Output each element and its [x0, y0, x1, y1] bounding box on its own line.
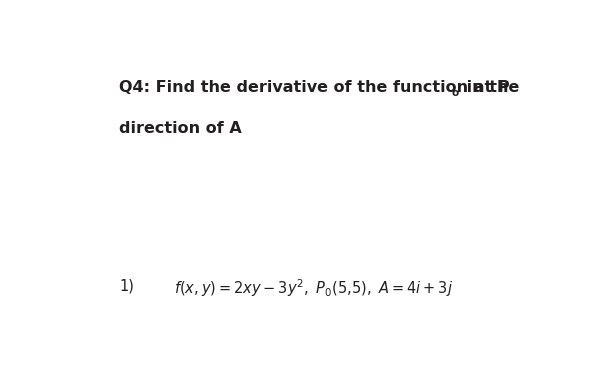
- Text: Q4: Find the derivative of the function at P: Q4: Find the derivative of the function …: [119, 80, 510, 96]
- Text: 1): 1): [119, 279, 135, 294]
- Text: o: o: [451, 88, 458, 98]
- Text: $\mathit{f}(\mathit{x},\mathit{y})=2\mathit{x}\mathit{y}-3\mathit{y}^{2},\ \math: $\mathit{f}(\mathit{x},\mathit{y})=2\mat…: [175, 277, 454, 299]
- Text: in the: in the: [461, 80, 519, 96]
- Text: direction of A: direction of A: [119, 121, 242, 136]
